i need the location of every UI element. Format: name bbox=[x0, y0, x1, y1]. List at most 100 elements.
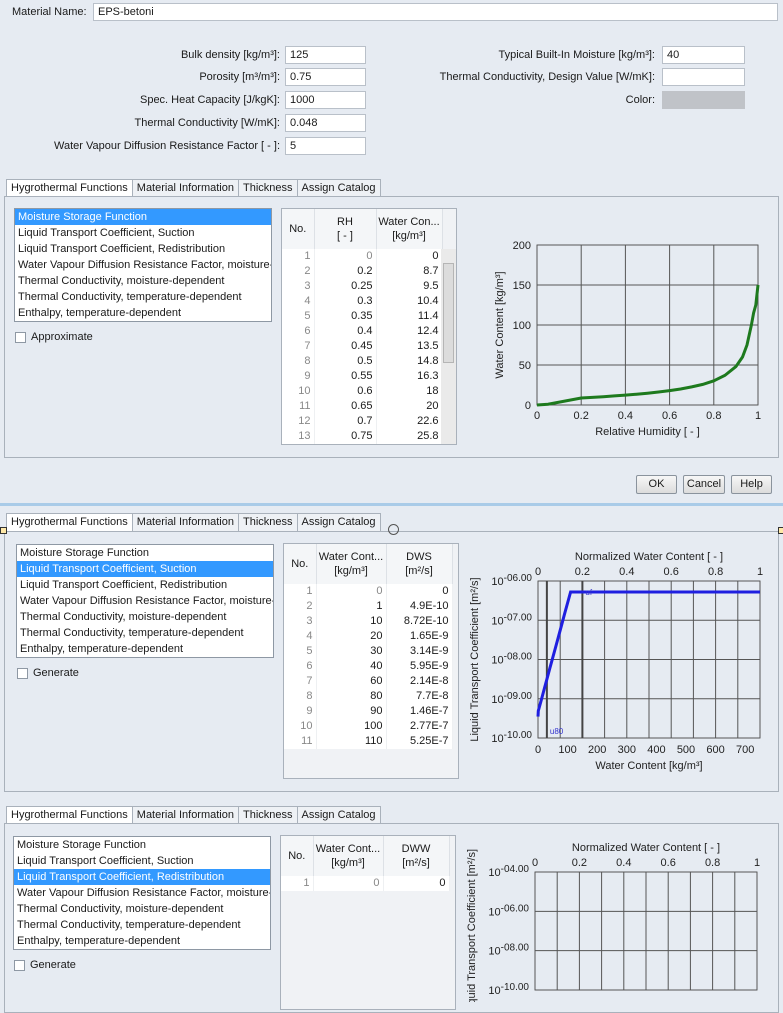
ok-button[interactable]: OK bbox=[636, 475, 677, 494]
checkbox-generate[interactable]: Generate bbox=[17, 667, 79, 679]
function-list-item[interactable]: Water Vapour Diffusion Resistance Factor… bbox=[20, 595, 273, 607]
material-name-input[interactable]: EPS-betoni bbox=[93, 3, 778, 21]
table-cell[interactable]: 4 bbox=[284, 629, 317, 644]
function-list[interactable]: Moisture Storage Function Liquid Transpor… bbox=[14, 208, 272, 322]
table-scrollbar[interactable] bbox=[441, 249, 456, 444]
table-cell[interactable]: 10 bbox=[316, 614, 387, 629]
table-cell[interactable]: 0 bbox=[313, 876, 384, 891]
table-cell[interactable]: 0 bbox=[383, 876, 450, 891]
table-cell[interactable]: 9 bbox=[282, 369, 315, 384]
field-input[interactable]: 40 bbox=[662, 46, 745, 64]
table-cell[interactable]: 11 bbox=[282, 399, 315, 414]
table-cell[interactable]: 0.55 bbox=[314, 369, 377, 384]
table-cell[interactable]: 2.77E-7 bbox=[386, 719, 453, 734]
table-cell[interactable]: 8.7 bbox=[376, 264, 443, 279]
column-header[interactable]: Water Cont... [kg/m³] bbox=[313, 836, 384, 876]
table-cell[interactable]: 14.8 bbox=[376, 354, 443, 369]
checkbox-box[interactable] bbox=[15, 331, 26, 343]
function-list-item[interactable]: Enthalpy, temperature-dependent bbox=[18, 307, 182, 319]
function-list-item[interactable]: Thermal Conductivity, temperature-depend… bbox=[18, 291, 242, 303]
tab-thickness[interactable]: Thickness bbox=[238, 513, 298, 531]
resize-handle-right[interactable] bbox=[778, 527, 783, 534]
table-row[interactable]: 8 0.5 14.8 bbox=[282, 354, 443, 369]
table-row[interactable]: 9 0.55 16.3 bbox=[282, 369, 443, 384]
column-header[interactable]: RH [ - ] bbox=[314, 209, 377, 249]
function-list-item[interactable]: Thermal Conductivity, temperature-depend… bbox=[17, 919, 241, 931]
function-list-item[interactable]: Moisture Storage Function bbox=[15, 209, 271, 225]
function-list-item[interactable]: Enthalpy, temperature-dependent bbox=[20, 643, 184, 655]
tab-thickness[interactable]: Thickness bbox=[238, 179, 298, 197]
table-row[interactable]: 7 60 2.14E-8 bbox=[284, 674, 453, 689]
checkbox-approximate[interactable]: Approximate bbox=[15, 331, 93, 343]
table-cell[interactable]: 12.4 bbox=[376, 324, 443, 339]
table-cell[interactable]: 1.46E-7 bbox=[386, 704, 453, 719]
table-cell[interactable]: 1 bbox=[316, 599, 387, 614]
tab-material-information[interactable]: Material Information bbox=[131, 806, 239, 824]
table-cell[interactable]: 0.7 bbox=[314, 414, 377, 429]
field-input[interactable]: 0.75 bbox=[285, 68, 366, 86]
table-row[interactable]: 6 0.4 12.4 bbox=[282, 324, 443, 339]
table-cell[interactable]: 10 bbox=[282, 384, 315, 399]
table-cell[interactable]: 12 bbox=[282, 414, 315, 429]
tab-assign-catalog[interactable]: Assign Catalog bbox=[296, 806, 381, 824]
table-cell[interactable]: 90 bbox=[316, 704, 387, 719]
table-cell[interactable]: 5.95E-9 bbox=[386, 659, 453, 674]
column-header[interactable]: DWW [m²/s] bbox=[383, 836, 450, 876]
table-row[interactable]: 11 110 5.25E-7 bbox=[284, 734, 453, 749]
column-header[interactable]: DWS [m²/s] bbox=[386, 544, 453, 584]
table-cell[interactable]: 80 bbox=[316, 689, 387, 704]
help-button[interactable]: Help bbox=[731, 475, 772, 494]
table-row[interactable]: 3 0.25 9.5 bbox=[282, 279, 443, 294]
table-cell[interactable]: 3.14E-9 bbox=[386, 644, 453, 659]
column-header[interactable]: Water Cont... [kg/m³] bbox=[316, 544, 387, 584]
function-list-item[interactable]: Liquid Transport Coefficient, Redistribu… bbox=[14, 869, 270, 885]
table-cell[interactable]: 9.5 bbox=[376, 279, 443, 294]
field-input[interactable]: 1000 bbox=[285, 91, 366, 109]
resize-handle-icon[interactable] bbox=[388, 524, 399, 535]
table-cell[interactable]: 8 bbox=[284, 689, 317, 704]
table-cell[interactable]: 20 bbox=[316, 629, 387, 644]
table-row[interactable]: 5 0.35 11.4 bbox=[282, 309, 443, 324]
table-cell[interactable]: 2 bbox=[282, 264, 315, 279]
function-list-item[interactable]: Liquid Transport Coefficient, Suction bbox=[18, 227, 195, 239]
table-cell[interactable]: 22.6 bbox=[376, 414, 443, 429]
table-row[interactable]: 7 0.45 13.5 bbox=[282, 339, 443, 354]
table-cell[interactable]: 10.4 bbox=[376, 294, 443, 309]
function-list-item[interactable]: Liquid Transport Coefficient, Suction bbox=[17, 561, 273, 577]
table-cell[interactable]: 0 bbox=[314, 249, 377, 264]
table-cell[interactable]: 30 bbox=[316, 644, 387, 659]
tab-hygrothermal-functions[interactable]: Hygrothermal Functions bbox=[6, 179, 133, 197]
tab-assign-catalog[interactable]: Assign Catalog bbox=[296, 513, 381, 531]
table-cell[interactable]: 8.72E-10 bbox=[386, 614, 453, 629]
table-row[interactable]: 10 0.6 18 bbox=[282, 384, 443, 399]
table-cell[interactable]: 5.25E-7 bbox=[386, 734, 453, 749]
table-cell[interactable]: 3 bbox=[282, 279, 315, 294]
data-table[interactable]: No. Water Cont... [kg/m³] DWW [m²/s] 1 0 0 bbox=[280, 835, 456, 1010]
checkbox-box[interactable] bbox=[14, 959, 25, 971]
column-header[interactable]: No. bbox=[281, 836, 314, 876]
table-row[interactable]: 10 100 2.77E-7 bbox=[284, 719, 453, 734]
table-cell[interactable]: 7 bbox=[282, 339, 315, 354]
column-header[interactable]: No. bbox=[284, 544, 317, 584]
table-cell[interactable]: 0.35 bbox=[314, 309, 377, 324]
table-cell[interactable]: 30.2 bbox=[376, 444, 442, 445]
table-row[interactable]: 8 80 7.7E-8 bbox=[284, 689, 453, 704]
table-cell[interactable]: 4.9E-10 bbox=[386, 599, 453, 614]
table-cell[interactable]: 18 bbox=[376, 384, 443, 399]
field-input[interactable]: 0.048 bbox=[285, 114, 366, 132]
table-cell[interactable]: 6 bbox=[282, 324, 315, 339]
table-cell[interactable]: 0.5 bbox=[314, 354, 377, 369]
table-cell[interactable]: 9 bbox=[284, 704, 317, 719]
table-row[interactable]: 2 1 4.9E-10 bbox=[284, 599, 453, 614]
function-list[interactable]: Moisture Storage Function Liquid Transpor… bbox=[13, 836, 271, 950]
table-row[interactable]: 5 30 3.14E-9 bbox=[284, 644, 453, 659]
table-row[interactable]: 4 20 1.65E-9 bbox=[284, 629, 453, 644]
tab-hygrothermal-functions[interactable]: Hygrothermal Functions bbox=[6, 513, 133, 531]
table-cell[interactable]: 110 bbox=[316, 734, 387, 749]
column-header[interactable]: Water Con... [kg/m³] bbox=[376, 209, 443, 249]
table-cell[interactable]: 0 bbox=[316, 584, 387, 599]
table-cell[interactable]: 8 bbox=[282, 354, 315, 369]
